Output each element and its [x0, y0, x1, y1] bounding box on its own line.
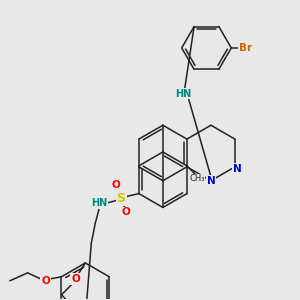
- Text: O: O: [112, 180, 120, 190]
- Text: HN: HN: [91, 199, 107, 208]
- Text: N: N: [207, 176, 215, 186]
- Text: S: S: [116, 192, 125, 205]
- Text: HN: HN: [176, 88, 192, 98]
- Text: O: O: [41, 276, 50, 286]
- Text: N: N: [232, 164, 241, 174]
- Text: Br: Br: [238, 43, 252, 53]
- Text: O: O: [122, 207, 130, 218]
- Text: O: O: [71, 274, 80, 284]
- Text: CH₃: CH₃: [189, 174, 205, 183]
